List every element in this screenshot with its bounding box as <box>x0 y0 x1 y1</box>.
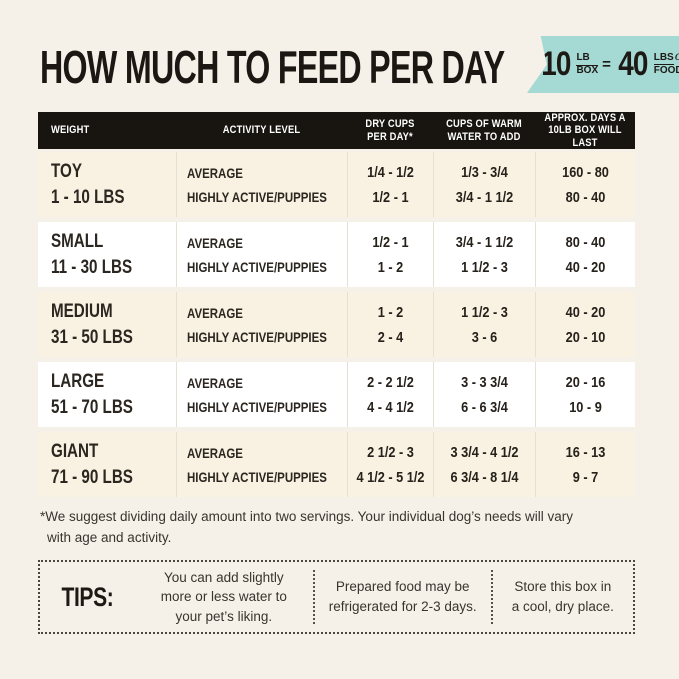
badge-of-script: of <box>675 50 679 63</box>
weight-range: 71 - 90 LBS <box>51 466 133 488</box>
table-body: TOY 1 - 10 LBS AVERAGE HIGHLY ACTIVE/PUP… <box>38 152 635 497</box>
weight-cell: TOY 1 - 10 LBS <box>38 152 176 217</box>
page-title: HOW MUCH TO FEED PER DAY <box>40 41 505 93</box>
table-row-toy: TOY 1 - 10 LBS AVERAGE HIGHLY ACTIVE/PUP… <box>38 152 635 217</box>
weight-cell: MEDIUM 31 - 50 LBS <box>38 292 176 357</box>
activity-cell: AVERAGE HIGHLY ACTIVE/PUPPIES <box>176 362 347 427</box>
activity-cell: AVERAGE HIGHLY ACTIVE/PUPPIES <box>176 152 347 217</box>
table-row-small: SMALL 11 - 30 LBS AVERAGE HIGHLY ACTIVE/… <box>38 222 635 287</box>
weight-range: 1 - 10 LBS <box>51 186 125 208</box>
days-cell: 16 - 13 9 - 7 <box>535 432 635 497</box>
activity-average: AVERAGE <box>187 234 243 251</box>
days-cell: 40 - 20 20 - 10 <box>535 292 635 357</box>
table-header-row: WEIGHT ACTIVITY LEVEL DRY CUPS PER DAY* C… <box>38 112 635 149</box>
activity-high: HIGHLY ACTIVE/PUPPIES <box>187 398 327 415</box>
column-header-weight: WEIGHT <box>51 124 90 137</box>
table-row-medium: MEDIUM 31 - 50 LBS AVERAGE HIGHLY ACTIVE… <box>38 292 635 357</box>
badge-equals: = <box>602 56 611 73</box>
activity-high: HIGHLY ACTIVE/PUPPIES <box>187 328 327 345</box>
badge-unit-box-label: BOX <box>576 64 599 76</box>
water-cell: 1/3 - 3/4 3/4 - 1 1/2 <box>433 152 535 217</box>
tip-refrigerate: Prepared food may be refrigerated for 2-… <box>312 570 491 624</box>
feeding-table: WEIGHT ACTIVITY LEVEL DRY CUPS PER DAY* C… <box>38 112 635 502</box>
weight-size: SMALL <box>51 230 104 252</box>
weight-size: TOY <box>51 160 82 182</box>
days-cell: 20 - 16 10 - 9 <box>535 362 635 427</box>
activity-high: HIGHLY ACTIVE/PUPPIES <box>187 258 327 275</box>
column-header-activity-level: ACTIVITY LEVEL <box>222 124 301 137</box>
activity-high: HIGHLY ACTIVE/PUPPIES <box>187 468 327 485</box>
badge-qty-food: 40 <box>618 45 648 83</box>
weight-range: 11 - 30 LBS <box>51 256 133 278</box>
footnote-line-2: with age and activity. <box>47 529 172 545</box>
activity-average: AVERAGE <box>187 304 243 321</box>
badge-unit-box: LB BOX <box>576 52 599 76</box>
conversion-badge: 10 LB BOX = 40 LBS of FOOD! <box>527 36 679 93</box>
weight-size: LARGE <box>51 370 105 392</box>
dry-cups-cell: 2 - 2 1/2 4 - 4 1/2 <box>347 362 433 427</box>
activity-cell: AVERAGE HIGHLY ACTIVE/PUPPIES <box>176 432 347 497</box>
tip-storage: Store this box in a cool, dry place. <box>490 570 633 624</box>
water-cell: 3 3/4 - 4 1/2 6 3/4 - 8 1/4 <box>433 432 535 497</box>
weight-cell: GIANT 71 - 90 LBS <box>38 432 176 497</box>
days-cell: 160 - 80 80 - 40 <box>535 152 635 217</box>
column-header-dry-cups: DRY CUPS PER DAY* <box>365 117 415 143</box>
tip-water-adjust: You can add slightly more or less water … <box>160 569 287 624</box>
days-cell: 80 - 40 40 - 20 <box>535 222 635 287</box>
weight-cell: LARGE 51 - 70 LBS <box>38 362 176 427</box>
activity-cell: AVERAGE HIGHLY ACTIVE/PUPPIES <box>176 222 347 287</box>
dry-cups-cell: 1/2 - 1 1 - 2 <box>347 222 433 287</box>
footnote: *We suggest dividing daily amount into t… <box>40 507 625 549</box>
dry-cups-cell: 2 1/2 - 3 4 1/2 - 5 1/2 <box>347 432 433 497</box>
water-cell: 1 1/2 - 3 3 - 6 <box>433 292 535 357</box>
activity-average: AVERAGE <box>187 374 243 391</box>
activity-average: AVERAGE <box>187 444 243 461</box>
water-cell: 3/4 - 1 1/2 1 1/2 - 3 <box>433 222 535 287</box>
weight-size: MEDIUM <box>51 300 113 322</box>
dry-cups-cell: 1/4 - 1/2 1/2 - 1 <box>347 152 433 217</box>
footnote-line-1: *We suggest dividing daily amount into t… <box>40 509 574 524</box>
weight-cell: SMALL 11 - 30 LBS <box>38 222 176 287</box>
column-header-water: CUPS OF WARM WATER TO ADD <box>446 117 522 143</box>
activity-high: HIGHLY ACTIVE/PUPPIES <box>187 188 327 205</box>
dry-cups-cell: 1 - 2 2 - 4 <box>347 292 433 357</box>
tips-label: TIPS: <box>61 581 114 612</box>
weight-range: 31 - 50 LBS <box>51 326 133 348</box>
badge-unit-food-label: FOOD! <box>653 64 679 76</box>
badge-unit-food: LBS of FOOD! <box>653 50 679 76</box>
table-row-giant: GIANT 71 - 90 LBS AVERAGE HIGHLY ACTIVE/… <box>38 432 635 497</box>
weight-size: GIANT <box>51 440 99 462</box>
badge-unit-lb: LB <box>576 52 599 66</box>
water-cell: 3 - 3 3/4 6 - 6 3/4 <box>433 362 535 427</box>
table-row-large: LARGE 51 - 70 LBS AVERAGE HIGHLY ACTIVE/… <box>38 362 635 427</box>
column-header-days: APPROX. DAYS A 10LB BOX WILL LAST <box>544 111 626 149</box>
badge-qty-box: 10 <box>540 45 571 83</box>
activity-cell: AVERAGE HIGHLY ACTIVE/PUPPIES <box>176 292 347 357</box>
tips-box: TIPS: You can add slightly more or less … <box>38 560 635 634</box>
weight-range: 51 - 70 LBS <box>51 396 133 418</box>
badge-unit-lbs: LBS <box>653 52 674 66</box>
activity-average: AVERAGE <box>187 164 243 181</box>
